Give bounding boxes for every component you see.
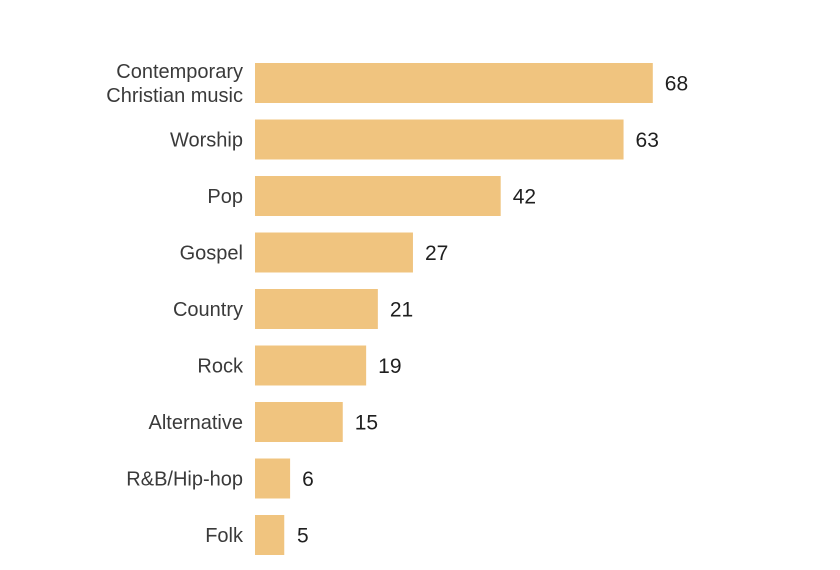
value-label: 42 <box>513 186 536 209</box>
bar <box>255 402 343 442</box>
bar <box>255 176 501 216</box>
category-label: Folk <box>205 525 244 547</box>
category-label-line: R&B/Hip-hop <box>126 469 243 491</box>
category-label-line: Country <box>173 299 243 321</box>
bar-row: Worship 63 <box>170 119 659 160</box>
category-label-line: Gospel <box>180 243 243 265</box>
category-label: Alternative <box>149 412 244 434</box>
category-label-line: Contemporary <box>116 61 243 83</box>
value-label: 5 <box>297 525 309 548</box>
category-label: Gospel <box>180 243 243 265</box>
category-label-line: Rock <box>197 356 244 378</box>
value-label: 15 <box>355 412 378 435</box>
bar <box>255 63 653 103</box>
value-label: 27 <box>425 242 448 265</box>
category-label: Contemporary Christian music <box>106 61 243 107</box>
category-label-line: Christian music <box>106 85 243 107</box>
value-label: 68 <box>665 73 688 96</box>
category-label: Country <box>173 299 243 321</box>
bar-row: Gospel 27 <box>180 232 448 273</box>
category-label-line: Worship <box>170 130 243 152</box>
bar <box>255 345 367 386</box>
bar-row: Contemporary Christian music 68 <box>106 61 688 107</box>
bar-row: Rock 19 <box>197 345 402 386</box>
bar-row: R&B/Hip-hop 6 <box>126 458 314 499</box>
category-label-line: Folk <box>205 525 244 547</box>
category-label: Worship <box>170 130 243 152</box>
category-label: R&B/Hip-hop <box>126 469 243 491</box>
bar <box>255 458 291 499</box>
value-label: 21 <box>390 299 413 322</box>
bar-row: Alternative 15 <box>149 402 378 442</box>
bar-row: Folk 5 <box>205 515 309 555</box>
value-label: 19 <box>378 355 401 378</box>
bar <box>255 289 378 329</box>
category-label: Rock <box>197 356 244 378</box>
category-label-line: Alternative <box>149 412 244 434</box>
bar <box>255 515 285 555</box>
value-label: 63 <box>636 129 659 152</box>
bar-row: Pop 42 <box>207 176 536 216</box>
value-label: 6 <box>302 468 314 491</box>
bar-row: Country 21 <box>173 289 413 329</box>
bar <box>255 232 413 273</box>
category-label: Pop <box>207 186 243 208</box>
bar <box>255 119 624 160</box>
category-label-line: Pop <box>207 186 243 208</box>
